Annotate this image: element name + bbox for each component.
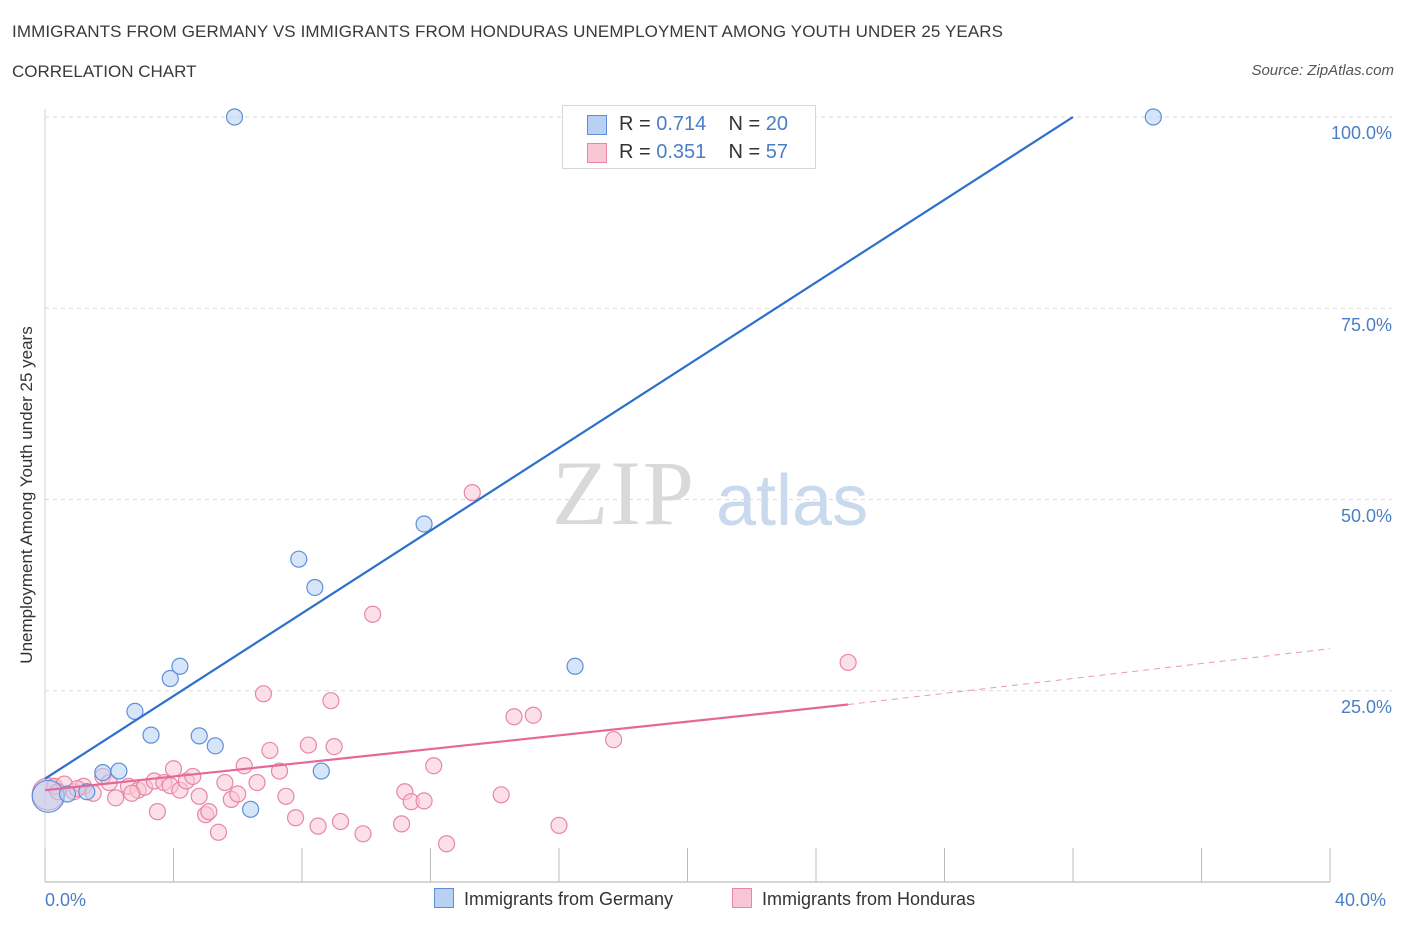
honduras-trend-extension: [848, 648, 1331, 706]
honduras-point-50: [524, 706, 542, 724]
germany-r-label: R =: [619, 113, 651, 135]
honduras-point-23: [209, 823, 228, 841]
honduras-point-34: [299, 736, 318, 754]
axis-layer: [44, 109, 1331, 883]
honduras-point-32: [277, 787, 295, 805]
germany-point-14: [306, 578, 324, 597]
germany-point-6: [142, 726, 160, 744]
honduras-point-26: [229, 785, 247, 803]
honduras-point-22: [200, 803, 218, 821]
honduras-point-28: [248, 773, 266, 792]
honduras-point-37: [325, 737, 343, 756]
germany-point-10: [206, 737, 224, 755]
grid-layer: [45, 116, 1392, 692]
germany-n-value: 20: [765, 113, 789, 135]
germany-trend-line: [44, 116, 1074, 780]
y-tick-label-25: 25.0%: [1340, 697, 1392, 717]
honduras-point-20: [190, 787, 208, 805]
germany-swatch: [587, 115, 607, 135]
germany-point-16: [415, 515, 433, 533]
watermark-zip: ZIP: [552, 442, 696, 544]
honduras-point-30: [261, 741, 279, 760]
germany-point-19: [1144, 108, 1162, 126]
honduras-point-13: [148, 803, 167, 821]
x-tick-label-min: 0.0%: [45, 890, 87, 910]
chart-source: Source: ZipAtlas.com: [1251, 62, 1394, 79]
honduras-point-48: [492, 786, 510, 804]
x-tick-label-max: 40.0%: [1335, 890, 1387, 910]
honduras-point-53: [839, 653, 857, 672]
honduras-point-56: [123, 784, 141, 802]
honduras-point-44: [415, 792, 433, 810]
legend-item-honduras: Immigrants from Honduras: [732, 888, 975, 910]
honduras-point-8: [107, 789, 125, 807]
germany-point-11: [225, 108, 244, 126]
honduras-point-41: [392, 815, 411, 833]
honduras-point-29: [254, 685, 273, 703]
honduras-r-label: R =: [619, 141, 651, 163]
legend-honduras-swatch: [732, 888, 752, 908]
y-tick-label-50: 50.0%: [1340, 506, 1392, 526]
y-tick-label-75: 75.0%: [1340, 315, 1392, 335]
germany-points: [31, 108, 1162, 818]
honduras-point-27: [235, 757, 253, 775]
legend-germany-swatch: [434, 888, 454, 908]
honduras-trend-line: [44, 703, 849, 792]
trend-layer: [44, 116, 1331, 792]
watermark-atlas: atlas: [716, 461, 869, 541]
honduras-point-45: [425, 757, 443, 775]
honduras-point-19: [184, 767, 202, 786]
honduras-r-value: 0.351: [656, 141, 707, 163]
y-axis-label: Unemployment Among Youth under 25 years: [17, 326, 36, 664]
legend-germany-label: Immigrants from Germany: [464, 889, 674, 909]
honduras-point-47: [463, 484, 481, 502]
honduras-n-label: N =: [728, 141, 761, 163]
honduras-point-35: [309, 817, 327, 835]
germany-point-5: [126, 702, 144, 721]
honduras-point-24: [216, 773, 234, 792]
germany-point-3: [94, 764, 112, 782]
germany-point-12: [242, 800, 260, 818]
honduras-point-38: [331, 812, 350, 831]
germany-point-7: [161, 669, 179, 688]
honduras-point-46: [437, 835, 456, 853]
germany-point-9: [190, 727, 208, 745]
honduras-point-39: [354, 825, 372, 843]
germany-n-label: N =: [728, 113, 761, 135]
honduras-point-51: [550, 816, 568, 834]
honduras-point-36: [322, 692, 340, 710]
germany-point-15: [312, 762, 330, 780]
honduras-n-value: 57: [765, 141, 789, 163]
honduras-point-16: [164, 760, 183, 778]
honduras-point-33: [286, 809, 305, 827]
germany-point-2: [78, 783, 96, 801]
honduras-swatch: [587, 143, 607, 163]
chart-subtitle: CORRELATION CHART: [12, 62, 197, 81]
germany-point-8: [171, 657, 189, 675]
honduras-point-49: [505, 708, 523, 726]
germany-r-value: 0.714: [656, 113, 707, 135]
germany-point-4: [110, 762, 128, 780]
legend-item-germany: Immigrants from Germany: [434, 888, 673, 910]
germany-point-17: [566, 657, 584, 675]
y-tick-label-100: 100.0%: [1330, 123, 1392, 143]
germany-point-13: [290, 550, 308, 568]
honduras-point-40: [364, 605, 382, 623]
legend-honduras-label: Immigrants from Honduras: [762, 889, 976, 909]
chart-title: IMMIGRANTS FROM GERMANY VS IMMIGRANTS FR…: [12, 22, 1004, 41]
honduras-points: [31, 484, 857, 853]
honduras-point-31: [270, 762, 289, 780]
germany-point-1: [58, 785, 77, 803]
honduras-point-52: [605, 731, 623, 749]
stats-legend: R = 0.714 N = 20 R = 0.351 N = 57: [562, 105, 816, 169]
